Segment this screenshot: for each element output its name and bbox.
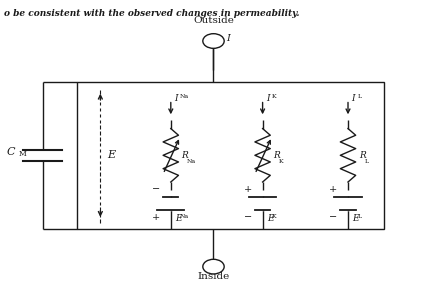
Text: −: −: [243, 213, 251, 222]
Text: E: E: [266, 214, 273, 223]
Text: I: I: [226, 34, 230, 42]
Text: K: K: [271, 94, 276, 99]
Text: K: K: [271, 214, 276, 219]
Text: I: I: [265, 94, 269, 103]
Text: E: E: [106, 150, 115, 160]
Text: K: K: [278, 159, 283, 164]
Text: L: L: [357, 214, 361, 219]
Text: Na: Na: [187, 159, 196, 164]
Circle shape: [202, 34, 224, 48]
Text: o be consistent with the observed changes in permeability.: o be consistent with the observed change…: [4, 9, 299, 18]
Text: Inside: Inside: [197, 272, 229, 281]
Text: Outside: Outside: [193, 16, 233, 25]
Text: L: L: [363, 159, 368, 164]
Text: +: +: [243, 185, 251, 194]
Bar: [77, 82, 383, 229]
Text: I: I: [351, 94, 354, 103]
Text: −: −: [328, 213, 337, 222]
Text: Na: Na: [180, 94, 189, 99]
Text: L: L: [357, 94, 361, 99]
Text: −: −: [152, 185, 160, 194]
Text: R: R: [181, 151, 188, 160]
Text: R: R: [273, 151, 279, 160]
Text: C: C: [6, 147, 15, 157]
Text: Na: Na: [180, 214, 189, 219]
Circle shape: [202, 259, 224, 274]
Text: M: M: [19, 150, 26, 158]
Text: +: +: [328, 185, 337, 194]
Text: E: E: [351, 214, 358, 223]
Text: I: I: [174, 94, 177, 103]
Text: R: R: [358, 151, 365, 160]
Text: E: E: [175, 214, 181, 223]
Text: +: +: [152, 213, 160, 222]
